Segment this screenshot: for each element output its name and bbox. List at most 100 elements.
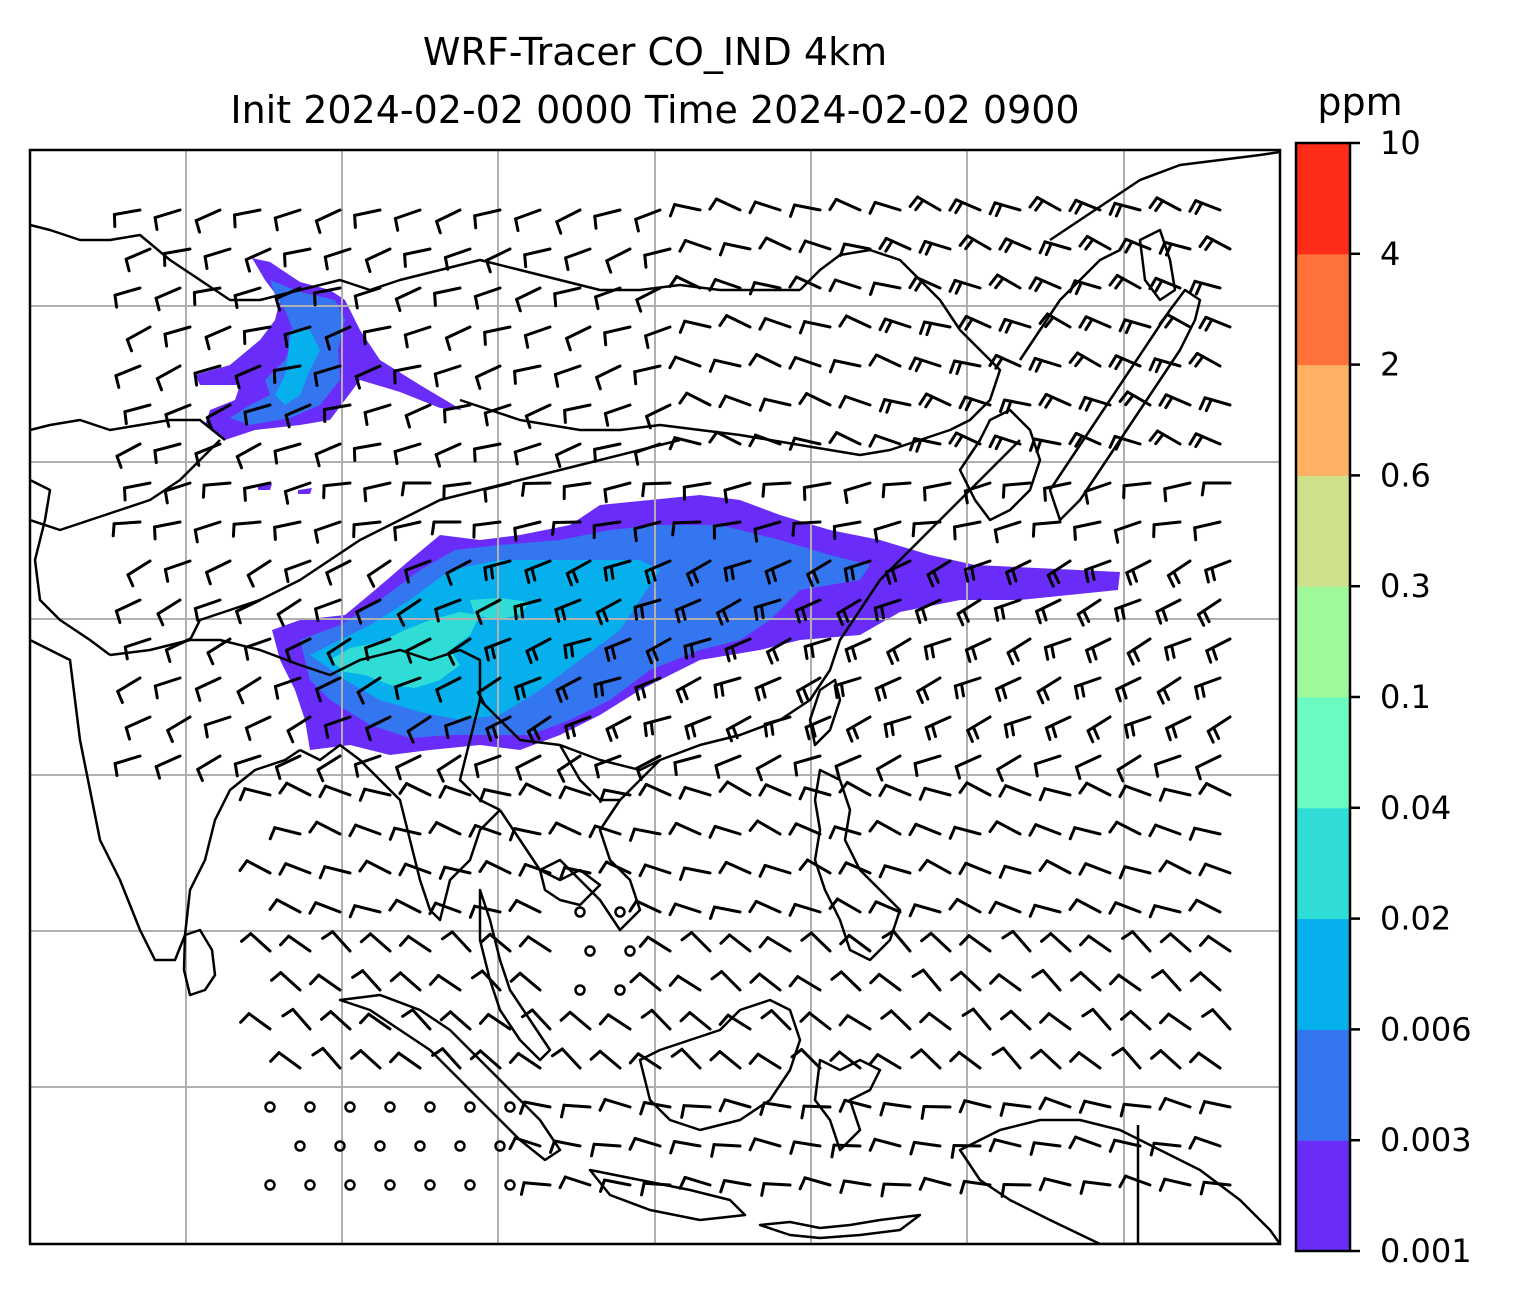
wind-barbs	[111, 195, 1232, 1198]
wind-barb-shaft	[643, 247, 672, 257]
wind-barb-shaft	[966, 715, 992, 732]
map-frame	[28, 148, 1282, 1246]
wind-barb-flag	[993, 607, 1000, 622]
wind-barb	[966, 715, 992, 743]
wind-barb-shaft	[123, 637, 152, 649]
wind-barb	[273, 520, 302, 541]
wind-barb-shaft	[1074, 198, 1102, 212]
wind-barb-shaft	[921, 968, 942, 992]
wind-barb-shaft	[448, 1010, 472, 1031]
wind-barb-flag	[911, 522, 916, 538]
wind-barb-flag	[948, 431, 958, 445]
wind-barb	[268, 898, 302, 914]
wind-barb	[574, 906, 586, 918]
wind-barb	[192, 286, 222, 306]
wind-barb-flag	[244, 258, 251, 273]
wind-barb-flag	[508, 899, 519, 912]
wind-barb-flag	[359, 1012, 371, 1025]
wind-barb	[325, 559, 352, 586]
wind-barb-flag	[603, 412, 610, 427]
wind-barb-flag	[558, 1175, 567, 1190]
wind-barb	[513, 520, 542, 542]
wind-barb	[800, 1104, 832, 1120]
wind-barb-flag	[828, 431, 839, 444]
wind-barb-flag	[398, 782, 409, 795]
wind-barb-shaft	[1044, 715, 1072, 730]
wind-barb	[948, 897, 982, 914]
wind-barb-flag	[908, 195, 919, 208]
wind-barb	[1001, 929, 1032, 953]
wind-barb-flag	[595, 611, 603, 626]
wind-barb	[629, 972, 662, 992]
wind-barb	[881, 929, 912, 953]
wind-barb-flag	[801, 686, 810, 701]
wind-barb-shaft	[1194, 432, 1222, 446]
wind-barb-shaft	[927, 1011, 952, 1031]
wind-barb	[554, 598, 582, 623]
wind-barb-flag	[518, 935, 530, 948]
wind-barb	[153, 676, 182, 700]
wind-barb-shaft	[723, 1098, 752, 1109]
wind-barb	[348, 904, 382, 919]
wind-barb	[868, 1137, 902, 1152]
wind-barb-shaft	[363, 403, 392, 415]
wind-barb-flag	[954, 200, 964, 215]
wind-barb	[668, 275, 702, 290]
wind-barb-flag	[1000, 1009, 1013, 1021]
wind-barb-flag	[806, 572, 814, 587]
wind-barb-shaft	[873, 520, 902, 532]
wind-barb-flag	[438, 865, 447, 880]
wind-barb-shaft	[565, 559, 592, 576]
wind-barb	[1123, 715, 1152, 739]
wind-barb-shaft	[434, 901, 462, 914]
wind-barb-flag	[1043, 486, 1047, 502]
wind-barb	[1113, 520, 1142, 544]
wind-barb	[1188, 279, 1222, 296]
wind-barb-flag	[1111, 1046, 1125, 1057]
wind-barb-flag	[1078, 395, 1087, 410]
wind-barb-flag	[1082, 609, 1091, 623]
wind-barb	[1038, 1177, 1072, 1192]
wind-barb	[793, 754, 822, 777]
wind-barb-shaft	[514, 208, 542, 221]
wind-barb-shaft	[793, 436, 822, 446]
wind-barb-flag	[1194, 434, 1204, 449]
wind-barb-shaft	[1167, 1012, 1192, 1031]
wind-barb-shaft	[1084, 315, 1112, 329]
wind-barb-flag	[639, 603, 645, 619]
wind-barb-flag	[524, 414, 532, 429]
wind-barb	[719, 1179, 752, 1194]
wind-barb	[719, 933, 752, 953]
wind-barb-flag	[475, 610, 483, 625]
wind-barb	[828, 359, 862, 374]
wind-barb-flag	[389, 971, 402, 983]
wind-barb-shaft	[1204, 559, 1232, 572]
wind-barb	[1196, 598, 1222, 627]
wind-barb	[1188, 199, 1222, 215]
wind-barb-flag	[309, 973, 321, 986]
wind-barb	[1068, 898, 1102, 914]
wind-barb-shaft	[274, 754, 302, 769]
wind-barb-shaft	[754, 676, 782, 690]
wind-barb-shaft	[1033, 903, 1062, 914]
wind-barb-flag	[321, 930, 335, 940]
wind-barb-flag	[240, 932, 253, 943]
wind-barb-flag	[1158, 393, 1168, 407]
wind-barb	[1204, 559, 1232, 584]
wind-barb-shaft	[595, 364, 622, 379]
wind-barb	[708, 824, 742, 839]
wind-barb-flag	[1068, 279, 1077, 294]
wind-barb-flag	[525, 649, 533, 664]
wind-barb	[918, 1176, 952, 1191]
wind-barb-shaft	[763, 397, 792, 407]
wind-barb	[514, 676, 542, 701]
wind-barb-flag	[868, 1053, 880, 1066]
wind-barb-flag	[124, 726, 131, 741]
wind-barb-flag	[713, 683, 719, 699]
wind-barb-flag	[754, 686, 761, 702]
wind-barb-flag	[268, 826, 277, 841]
wind-barb	[559, 1010, 592, 1031]
wind-barb-flag	[629, 972, 642, 984]
wind-barb-shaft	[513, 1136, 542, 1148]
wind-barb-flag	[628, 1052, 640, 1065]
